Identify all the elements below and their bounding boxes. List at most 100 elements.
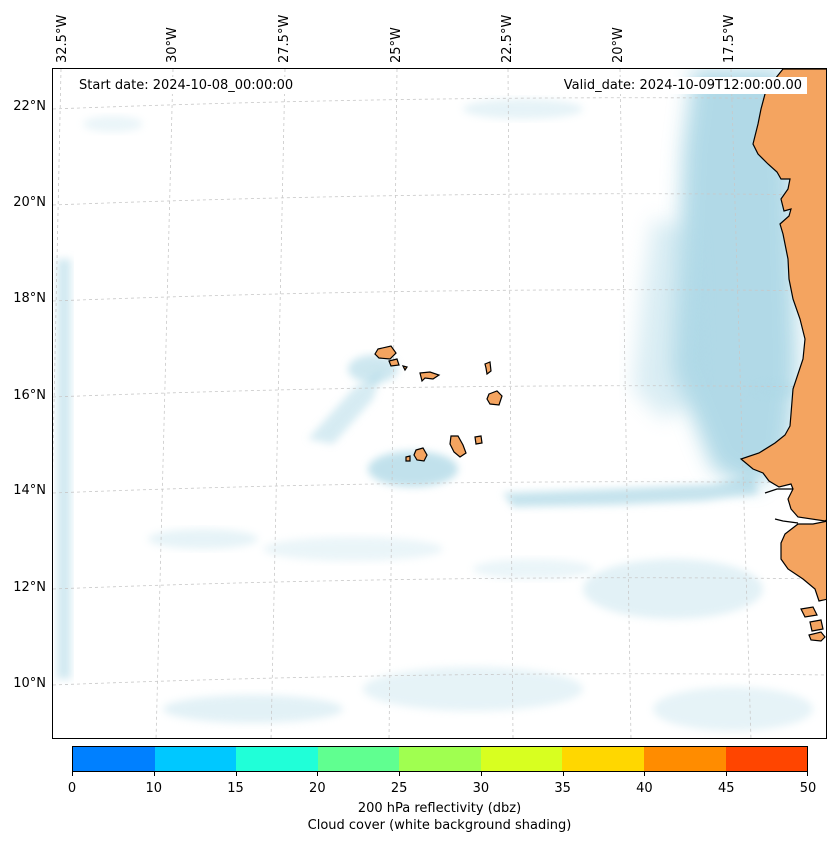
colorbar-segment bbox=[317, 747, 400, 771]
gridline-lat-12 bbox=[53, 577, 826, 590]
graticule bbox=[53, 69, 826, 738]
island-sao-nicolau bbox=[419, 371, 441, 383]
start-date-label: Start date: 2024-10-08_00:00:00 bbox=[74, 77, 299, 94]
gridline-lon-17-5 bbox=[730, 69, 752, 738]
latitude-label: 16°N bbox=[13, 388, 46, 403]
colorbar-tick-mark bbox=[317, 772, 319, 776]
bijagos-island-2 bbox=[809, 619, 824, 632]
island-santa-luzia bbox=[401, 365, 408, 372]
colorbar-segment bbox=[399, 747, 481, 771]
longitude-label: 20°W bbox=[611, 27, 626, 63]
gridline-lat-16 bbox=[53, 385, 826, 398]
guinea-bissau-border bbox=[774, 518, 799, 524]
cloud-patch-north-1 bbox=[463, 99, 583, 119]
latitude-label: 12°N bbox=[13, 580, 46, 595]
latitude-label: 22°N bbox=[13, 99, 46, 114]
longitude-label: 32.5°W bbox=[55, 14, 70, 63]
mainland-lower bbox=[780, 520, 826, 602]
gridline-lat-10 bbox=[53, 673, 826, 686]
cloud-strip-west bbox=[57, 259, 71, 679]
cloud-patch-east-2 bbox=[748, 379, 798, 399]
gridline-lon-22-5 bbox=[507, 69, 514, 738]
longitude-label: 30°W bbox=[165, 27, 180, 63]
colorbar-label-cloud-cover: Cloud cover (white background shading) bbox=[307, 818, 572, 833]
colorbar-tick-label: 25 bbox=[390, 781, 408, 796]
map-canvas bbox=[53, 69, 826, 738]
island-maio bbox=[474, 435, 483, 445]
colorbar-tick-label: 50 bbox=[799, 781, 817, 796]
colorbar-tick-mark bbox=[562, 772, 564, 776]
cloud-patch-south-3 bbox=[583, 559, 763, 619]
colorbar-tick-label: 40 bbox=[636, 781, 653, 796]
longitude-label: 27.5°W bbox=[277, 14, 292, 63]
mainland-africa bbox=[739, 69, 826, 642]
cloud-near-islands-south bbox=[368, 451, 458, 487]
bijagos-island-1 bbox=[800, 606, 818, 618]
cape-verde-islands bbox=[374, 345, 503, 462]
latitude-label: 14°N bbox=[13, 483, 46, 498]
gridline-lon-20 bbox=[619, 69, 632, 738]
gridline-lon-30 bbox=[155, 69, 174, 738]
colorbar-tick-label: 15 bbox=[227, 781, 244, 796]
valid-date-label: Valid_date: 2024-10-09T12:00:00.00 bbox=[558, 77, 807, 94]
longitude-label: 25°W bbox=[389, 27, 404, 63]
colorbar-tick-label: 10 bbox=[145, 781, 163, 796]
island-sao-vicente bbox=[388, 358, 400, 367]
bijagos-island-3 bbox=[808, 631, 826, 642]
colorbar-tick-mark bbox=[480, 772, 482, 776]
cloud-patch-mid-3 bbox=[473, 559, 593, 579]
longitude-label: 17.5°W bbox=[722, 14, 737, 63]
colorbar-tick-mark bbox=[644, 772, 646, 776]
colorbar-segment bbox=[562, 747, 644, 771]
latitude-label: 10°N bbox=[13, 676, 46, 691]
latitude-label: 18°N bbox=[13, 291, 46, 306]
colorbar bbox=[72, 746, 808, 772]
cloud-cover-shading bbox=[57, 69, 813, 731]
colorbar-label-reflectivity: 200 hPa reflectivity (dbz) bbox=[357, 801, 522, 816]
island-sal bbox=[484, 361, 492, 376]
colorbar-tick-label: 30 bbox=[472, 781, 490, 796]
colorbar-tick-label: 0 bbox=[67, 781, 77, 796]
colorbar-segment bbox=[643, 747, 726, 771]
gridline-lat-22 bbox=[53, 97, 826, 110]
island-fogo bbox=[413, 447, 428, 462]
colorbar-segment bbox=[480, 747, 563, 771]
island-santo-antao bbox=[374, 345, 397, 360]
colorbar-segment bbox=[236, 747, 318, 771]
cloud-streak-east bbox=[503, 474, 758, 507]
colorbar-tick-mark bbox=[807, 772, 808, 776]
cloud-patch-mid-2 bbox=[263, 537, 443, 561]
mainland-land bbox=[739, 69, 826, 522]
cloud-patch-mid-1 bbox=[148, 529, 258, 549]
colorbar-segment bbox=[73, 747, 155, 771]
cloud-patch-south-4 bbox=[653, 687, 813, 731]
latitude-label: 20°N bbox=[13, 195, 46, 210]
colorbar-segment bbox=[725, 747, 808, 771]
colorbar-tick-mark bbox=[726, 772, 728, 776]
island-brava bbox=[405, 455, 411, 462]
cloud-streak-northwest bbox=[308, 369, 383, 444]
colorbar-tick-mark bbox=[153, 772, 155, 776]
cloud-near-islands-north bbox=[348, 355, 398, 383]
cloud-patch-south-1 bbox=[163, 695, 343, 723]
island-boa-vista bbox=[486, 390, 503, 406]
colorbar-tick-mark bbox=[72, 772, 73, 776]
gridline-lat-14 bbox=[53, 481, 826, 494]
cloud-band-coastal-outer bbox=[633, 219, 703, 419]
colorbar-segment bbox=[154, 747, 237, 771]
island-santiago bbox=[449, 435, 467, 458]
colorbar-tick-mark bbox=[399, 772, 401, 776]
colorbar-tick-label: 20 bbox=[309, 781, 326, 796]
gridline-lon-27-5 bbox=[270, 69, 286, 738]
colorbar-tick-mark bbox=[235, 772, 237, 776]
cloud-patch-north-2 bbox=[83, 116, 143, 132]
cloud-patch-south-2 bbox=[363, 667, 583, 711]
colorbar-tick-label: 45 bbox=[717, 781, 735, 796]
gambia-border bbox=[764, 488, 793, 494]
colorbar-tick-label: 35 bbox=[554, 781, 571, 796]
longitude-label: 22.5°W bbox=[500, 14, 515, 63]
map-panel bbox=[52, 68, 827, 739]
gridline-lon-25 bbox=[388, 69, 398, 738]
gridline-lat-18 bbox=[53, 289, 826, 302]
gridline-lat-20 bbox=[53, 193, 826, 206]
